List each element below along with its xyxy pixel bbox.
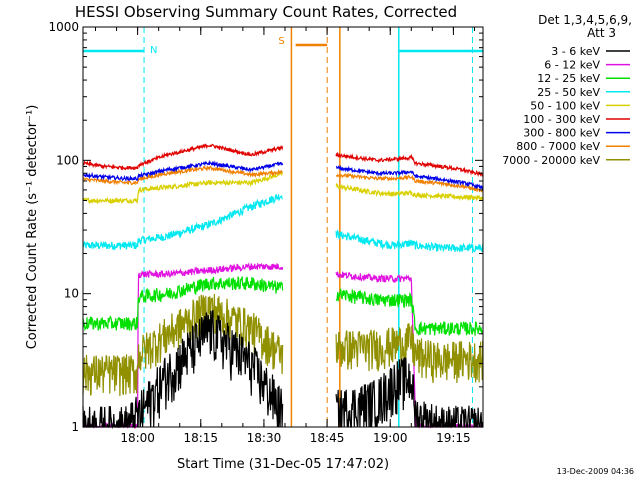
plot-frame <box>82 26 484 428</box>
legend-label: 12 - 25 keV <box>537 72 600 85</box>
y-tick-label: 10 <box>64 287 79 301</box>
axes: 18:00 18:15 18:30 18:45 19:00 19:15 1 10 100 1000 <box>48 20 483 445</box>
legend-label: 6 - 12 keV <box>544 59 600 72</box>
series-line <box>82 275 484 336</box>
legend-label: 7000 - 20000 keV <box>502 154 600 167</box>
y-tick-label: 1 <box>71 420 79 434</box>
legend-label: 100 - 300 keV <box>523 113 600 126</box>
series-line <box>82 293 484 397</box>
series-12-25-kev <box>82 275 484 336</box>
x-tick-label: 18:45 <box>310 431 345 445</box>
x-tick-label: 19:00 <box>373 431 408 445</box>
x-axis-label: Start Time (31-Dec-05 17:47:02) <box>177 457 389 472</box>
legend-label: 25 - 50 keV <box>537 86 600 99</box>
legend-label: 50 - 100 keV <box>530 99 600 112</box>
chart-title: HESSI Observing Summary Count Rates, Cor… <box>75 3 457 21</box>
legend-label: 3 - 6 keV <box>551 45 600 58</box>
legend-label: 300 - 800 keV <box>523 127 600 140</box>
saa-label: S <box>278 36 284 47</box>
plot-area: NS <box>82 27 484 430</box>
series-800-7000-kev <box>82 165 484 193</box>
night-label: N <box>150 45 157 56</box>
x-tick-label: 18:30 <box>247 431 282 445</box>
x-tick-label: 18:15 <box>183 431 218 445</box>
series-7000-20000-kev <box>82 293 484 397</box>
series-300-800-kev <box>82 159 484 190</box>
series-25-50-kev <box>82 193 484 253</box>
series-line <box>82 193 484 253</box>
y-tick-label: 1000 <box>48 20 79 34</box>
legend-label: 800 - 7000 keV <box>516 140 600 153</box>
series-line <box>82 143 483 177</box>
legend-header-line1: Det 1,3,4,5,6,9, <box>538 13 632 27</box>
series-line <box>82 170 484 205</box>
x-tick-label: 19:15 <box>436 431 471 445</box>
series-100-300-kev <box>82 143 483 177</box>
y-axis-label: Corrected Count Rate (s⁻¹ detector⁻¹) <box>25 105 40 350</box>
x-tick-label: 18:00 <box>120 431 155 445</box>
y-tick-label: 100 <box>56 153 79 167</box>
series-line <box>82 159 484 190</box>
legend-header-line2: Att 3 <box>587 26 616 40</box>
timestamp: 13-Dec-2009 04:36 <box>557 467 634 476</box>
series-line <box>82 165 484 193</box>
series-50-100-kev <box>82 170 484 205</box>
